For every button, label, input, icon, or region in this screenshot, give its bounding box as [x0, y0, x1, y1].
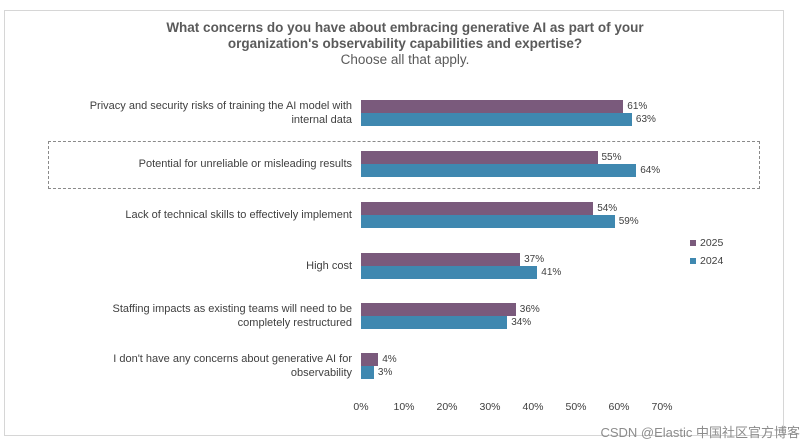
x-tick-label: 0% — [353, 401, 369, 413]
bar-2024 — [361, 366, 374, 379]
category-label: High cost — [32, 259, 352, 273]
data-label-2025: 54% — [597, 203, 618, 214]
bar-2025 — [361, 151, 598, 164]
category-label: Privacy and security risks of training t… — [32, 99, 352, 127]
legend-swatch-2024 — [690, 258, 696, 264]
category-label: Staffing impacts as existing teams will … — [32, 302, 352, 330]
legend-label-2025: 2025 — [700, 237, 724, 249]
x-tick-label: 60% — [608, 401, 630, 413]
bar-2025 — [361, 253, 521, 266]
bar-2024 — [361, 316, 508, 329]
category-label-line: Privacy and security risks of training t… — [89, 100, 352, 112]
data-label-2025: 36% — [519, 304, 540, 315]
data-label-2024: 63% — [635, 114, 656, 125]
x-tick-label: 50% — [565, 401, 587, 413]
chart-title: What concerns do you have about embracin… — [0, 20, 810, 68]
category-label: I don't have any concerns about generati… — [32, 352, 352, 380]
title-line-2: organization's observability capabilitie… — [227, 36, 583, 51]
chart-subtitle: Choose all that apply. — [340, 52, 470, 67]
data-label-2024: 59% — [618, 216, 639, 227]
data-label-2024: 64% — [640, 165, 661, 176]
legend-swatch-2025 — [690, 240, 696, 246]
category-label-line: completely restructured — [237, 317, 352, 329]
x-tick-label: 70% — [651, 401, 673, 413]
category-label-line: observability — [290, 367, 352, 379]
bar-2024 — [361, 215, 615, 228]
x-tick-label: 30% — [479, 401, 501, 413]
category-label: Potential for unreliable or misleading r… — [32, 157, 352, 171]
legend: 2025 2024 — [690, 234, 723, 270]
category-label-line: internal data — [291, 114, 352, 126]
bar-2025 — [361, 353, 379, 366]
data-label-2025: 61% — [627, 101, 648, 112]
legend-item-2025: 2025 — [690, 234, 723, 252]
data-label-2025: 55% — [601, 152, 622, 163]
category-label-line: Staffing impacts as existing teams will … — [112, 303, 352, 315]
bar-2025 — [361, 100, 624, 113]
data-label-2024: 3% — [377, 367, 393, 378]
category-label-line: Lack of technical skills to effectively … — [125, 209, 352, 221]
bar-2025 — [361, 202, 594, 215]
highlight-box — [48, 141, 760, 189]
bar-2024 — [361, 164, 637, 177]
data-label-2024: 41% — [541, 267, 562, 278]
x-tick-label: 20% — [436, 401, 458, 413]
category-label-line: I don't have any concerns about generati… — [113, 353, 352, 365]
title-line-1: What concerns do you have about embracin… — [166, 20, 644, 35]
bar-2024 — [361, 113, 632, 126]
category-label-line: High cost — [306, 260, 352, 272]
bar-2024 — [361, 266, 538, 279]
data-label-2025: 37% — [524, 254, 545, 265]
x-tick-label: 40% — [522, 401, 544, 413]
category-label-line: Potential for unreliable or misleading r… — [138, 158, 352, 170]
data-label-2025: 4% — [382, 354, 397, 365]
legend-item-2024: 2024 — [690, 252, 723, 270]
legend-label-2024: 2024 — [700, 255, 724, 267]
x-tick-label: 10% — [393, 401, 415, 413]
category-label: Lack of technical skills to effectively … — [32, 208, 352, 222]
data-label-2024: 34% — [511, 317, 532, 328]
bar-2025 — [361, 303, 516, 316]
watermark: CSDN @Elastic 中国社区官方博客 — [600, 425, 800, 440]
